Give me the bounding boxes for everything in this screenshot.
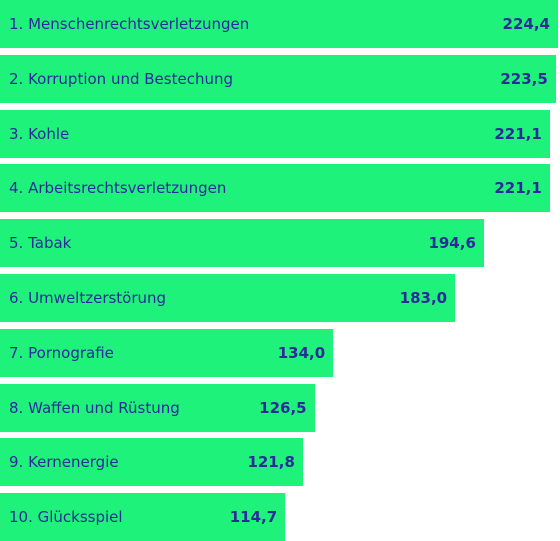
bar: 10. Glücksspiel 114,7 — [0, 493, 286, 541]
bar-category-label: 3. Kohle — [9, 124, 70, 143]
bar-value-label: 114,7 — [229, 508, 278, 527]
bar: 1. Menschenrechtsverletzungen 224,4 — [0, 0, 558, 48]
bar-category-label: 6. Umweltzerstörung — [9, 289, 167, 307]
bar: 6. Umweltzerstörung 183,0 — [0, 274, 456, 322]
bar-value-label: 224,4 — [502, 15, 550, 33]
bar-value-label: 126,5 — [259, 398, 307, 417]
bar: 8. Waffen und Rüstung 126,5 — [0, 383, 315, 432]
bar-value-label: 183,0 — [399, 289, 448, 307]
bar-category-label: 1. Menschenrechtsverletzungen — [9, 15, 250, 33]
bar-category-label: 7. Pornografie — [9, 343, 114, 362]
bar-value-label: 134,0 — [277, 343, 326, 362]
bar-category-label: 10. Glücksspiel — [9, 508, 123, 527]
bar-value-label: 221,1 — [494, 179, 542, 198]
bar-value-label: 121,8 — [247, 453, 295, 472]
bar: 5. Tabak 194,6 — [0, 219, 484, 268]
bar-category-label: 2. Korruption und Bestechung — [9, 69, 233, 88]
bar: 3. Kohle 221,1 — [0, 109, 550, 158]
bar: 4. Arbeitsrechtsverletzungen 221,1 — [0, 164, 550, 213]
bar-category-label: 8. Waffen und Rüstung — [9, 398, 180, 417]
bar-value-label: 221,1 — [494, 124, 542, 143]
bar-category-label: 4. Arbeitsrechtsverletzungen — [9, 179, 227, 198]
bar-value-label: 223,5 — [500, 69, 548, 88]
bar-category-label: 5. Tabak — [9, 234, 72, 253]
bar: 2. Korruption und Bestechung 223,5 — [0, 54, 556, 103]
bar: 9. Kernenergie 121,8 — [0, 438, 303, 487]
bar-value-label: 194,6 — [428, 234, 476, 253]
bar-category-label: 9. Kernenergie — [9, 453, 119, 472]
bar: 7. Pornografie 134,0 — [0, 328, 334, 377]
